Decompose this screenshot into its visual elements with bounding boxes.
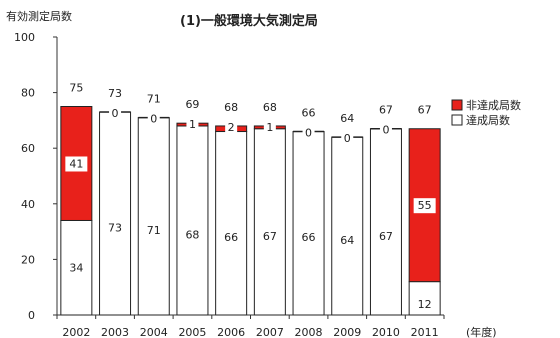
achieved-value-label: 67: [379, 230, 393, 243]
achieved-value-label: 71: [147, 224, 161, 237]
y-tick-label: 80: [21, 87, 35, 100]
x-tick-label: 2004: [140, 326, 168, 338]
not-achieved-label-box: [109, 106, 122, 120]
bar-achieved: [408, 281, 441, 316]
bar-achieved: [215, 131, 248, 316]
achieved-value-label: 68: [185, 228, 199, 241]
total-label: 64: [340, 112, 354, 125]
x-tick-label: 2005: [178, 326, 206, 338]
y-tick-label: 0: [28, 309, 35, 322]
achieved-value-label: 66: [302, 231, 316, 244]
chart-title: (1)一般環境大気測定局: [180, 13, 318, 29]
legend-swatch: [451, 99, 463, 111]
legend-label: 非達成局数: [466, 99, 521, 112]
not-achieved-value-label: 0: [382, 124, 389, 137]
y-tick-label: 40: [21, 198, 35, 211]
total-label: 68: [263, 101, 277, 114]
not-achieved-value-label: 0: [150, 113, 157, 126]
not-achieved-label-box: [147, 111, 160, 125]
legend-label: 達成局数: [466, 114, 510, 127]
not-achieved-value-label: 1: [189, 118, 196, 131]
x-tick-label: 2008: [295, 326, 323, 338]
total-label: 67: [379, 104, 393, 117]
x-tick-label: 2007: [256, 326, 284, 338]
bar-achieved: [137, 117, 170, 316]
bar-achieved: [176, 125, 209, 316]
total-label: 71: [147, 93, 161, 106]
not-achieved-value-label: 0: [305, 127, 312, 140]
total-label: 68: [224, 101, 238, 114]
y-tick-label: 100: [14, 31, 35, 44]
not-achieved-value-label: 55: [418, 199, 432, 212]
x-tick-label: 2010: [372, 326, 400, 338]
not-achieved-value-label: 1: [266, 121, 273, 134]
not-achieved-label-box: [263, 119, 276, 133]
achieved-value-label: 73: [108, 221, 122, 234]
legend-swatch: [451, 114, 463, 126]
not-achieved-value-label: 2: [228, 121, 235, 134]
achieved-value-label: 64: [340, 234, 354, 247]
not-achieved-value-label: 0: [344, 132, 351, 145]
achieved-value-label: 12: [418, 298, 432, 311]
y-axis-label: 有効測定局数: [6, 9, 72, 23]
bar-achieved: [331, 136, 364, 316]
x-tick-label: 2006: [217, 326, 245, 338]
x-tick-label: 2009: [333, 326, 361, 338]
not-achieved-label-box: [186, 117, 199, 131]
total-label: 66: [302, 107, 316, 120]
y-tick-label: 60: [21, 142, 35, 155]
achieved-value-label: 67: [263, 230, 277, 243]
x-axis-unit: (年度): [466, 325, 497, 338]
plot-area: 0204060801007534412002737302003717102004…: [14, 31, 497, 338]
bar-achieved: [99, 111, 132, 316]
total-label: 73: [108, 87, 122, 100]
not-achieved-label-box: [302, 125, 315, 139]
not-achieved-label-box: [413, 198, 436, 214]
not-achieved-label-box: [225, 119, 238, 133]
bar-achieved: [369, 128, 402, 316]
bar-achieved: [253, 128, 286, 316]
total-label: 69: [185, 98, 199, 111]
x-tick-label: 2003: [101, 326, 129, 338]
x-tick-label: 2002: [62, 326, 90, 338]
total-label: 67: [418, 104, 432, 117]
achieved-value-label: 34: [69, 262, 83, 275]
not-achieved-value-label: 0: [112, 107, 119, 120]
not-achieved-label-box: [379, 122, 392, 136]
not-achieved-label-box: [65, 156, 88, 172]
y-tick-label: 20: [21, 253, 35, 266]
x-tick-label: 2011: [411, 326, 439, 338]
achieved-value-label: 66: [224, 231, 238, 244]
total-label: 75: [69, 82, 83, 95]
not-achieved-label-box: [341, 131, 354, 145]
not-achieved-value-label: 41: [69, 157, 83, 170]
bar-achieved: [292, 131, 325, 316]
